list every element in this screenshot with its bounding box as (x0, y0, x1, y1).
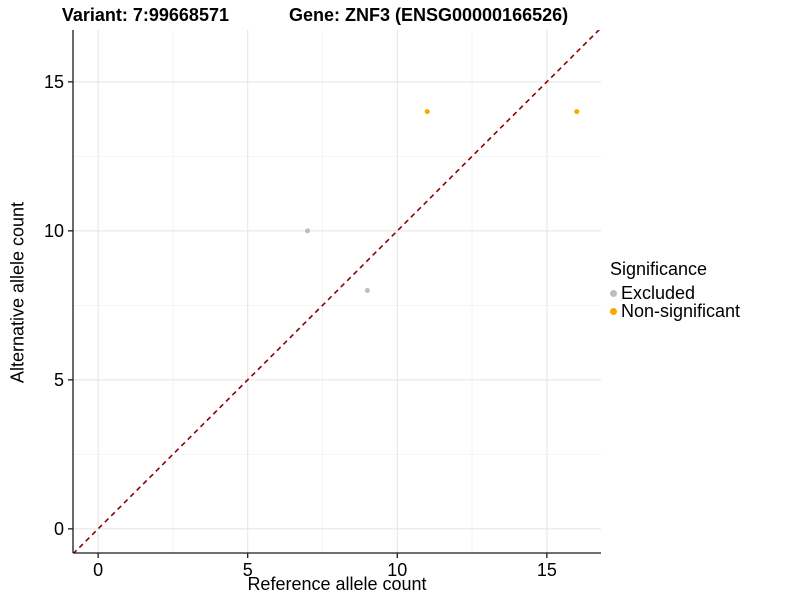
y-tick-label: 0 (54, 519, 64, 539)
data-point-non-significant (424, 109, 430, 115)
y-tick-label: 15 (44, 72, 64, 92)
data-point-excluded (305, 228, 311, 234)
x-axis-title: Reference allele count (247, 574, 427, 594)
data-point-non-significant (574, 109, 580, 115)
x-tick-label: 0 (93, 560, 103, 580)
non-significant-point-swatch (610, 307, 617, 315)
x-tick-label: 15 (537, 560, 557, 580)
y-tick-label: 10 (44, 221, 64, 241)
legend-item-excluded: Excluded (610, 284, 740, 302)
legend-item-label: Non-significant (621, 301, 741, 321)
x-tick-label: 5 (243, 560, 253, 580)
legend-item-non-significant: Non-significant (610, 302, 740, 320)
legend-title: Significance (610, 259, 708, 279)
identity-line (73, 30, 601, 553)
plot-title: Variant: 7:99668571 Gene: ZNF3 (ENSG0000… (0, 5, 630, 26)
plot-title-gene: Gene: ZNF3 (ENSG00000166526) (288, 5, 569, 25)
x-tick-label: 10 (387, 560, 407, 580)
data-point-excluded (364, 287, 370, 293)
legend: Significance Excluded Non-significant (610, 260, 740, 320)
plot-title-variant: Variant: 7:99668571 (61, 5, 229, 25)
legend-item-label: Excluded (621, 283, 696, 303)
excluded-point-swatch (610, 289, 617, 297)
y-tick-label: 5 (54, 370, 64, 390)
y-axis-title: Alternative allele count (7, 201, 28, 384)
